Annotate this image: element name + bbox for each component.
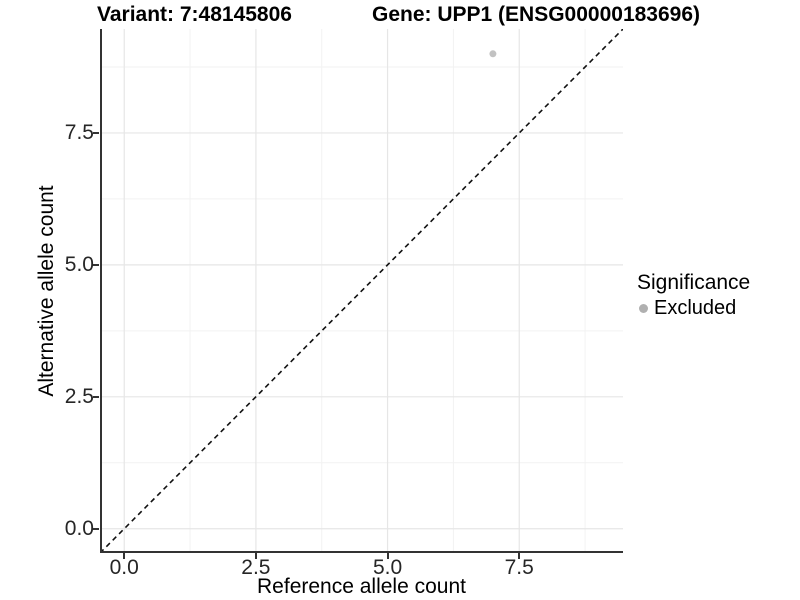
gene-title: Gene: UPP1 (ENSG00000183696) bbox=[372, 3, 701, 26]
legend-entry-label: Excluded bbox=[654, 297, 737, 319]
x-tick-mark bbox=[254, 553, 257, 559]
plot-panel-canvas bbox=[100, 29, 623, 553]
data-point bbox=[489, 50, 497, 58]
y-tick-label: 2.5 bbox=[64, 384, 94, 408]
identity-reference-line bbox=[100, 29, 623, 553]
variant-title: Variant: 7:48145806 bbox=[97, 3, 292, 26]
x-tick-label: 2.5 bbox=[241, 556, 271, 579]
y-tick-label: 0.0 bbox=[64, 516, 94, 540]
y-tick-label: 7.5 bbox=[64, 120, 94, 144]
circle-icon bbox=[639, 303, 648, 313]
y-tick-mark bbox=[93, 131, 99, 134]
x-tick-label: 7.5 bbox=[504, 556, 534, 579]
x-tick-mark bbox=[386, 553, 389, 559]
legend-entry-excluded: Excluded bbox=[639, 297, 750, 319]
x-tick-label: 0.0 bbox=[109, 556, 139, 579]
legend: Significance Excluded bbox=[637, 271, 750, 319]
legend-title: Significance bbox=[637, 271, 751, 294]
y-axis-title: Alternative allele count bbox=[35, 185, 58, 397]
x-tick-label: 5.0 bbox=[372, 556, 403, 579]
plot-panel bbox=[100, 29, 623, 553]
x-tick-mark bbox=[123, 553, 126, 559]
x-axis-title: Reference allele count bbox=[257, 575, 466, 598]
y-tick-mark bbox=[93, 263, 99, 266]
x-tick-mark bbox=[518, 553, 521, 559]
y-tick-mark bbox=[93, 395, 99, 398]
y-tick-label: 5.0 bbox=[64, 252, 94, 276]
y-tick-mark bbox=[93, 527, 99, 530]
